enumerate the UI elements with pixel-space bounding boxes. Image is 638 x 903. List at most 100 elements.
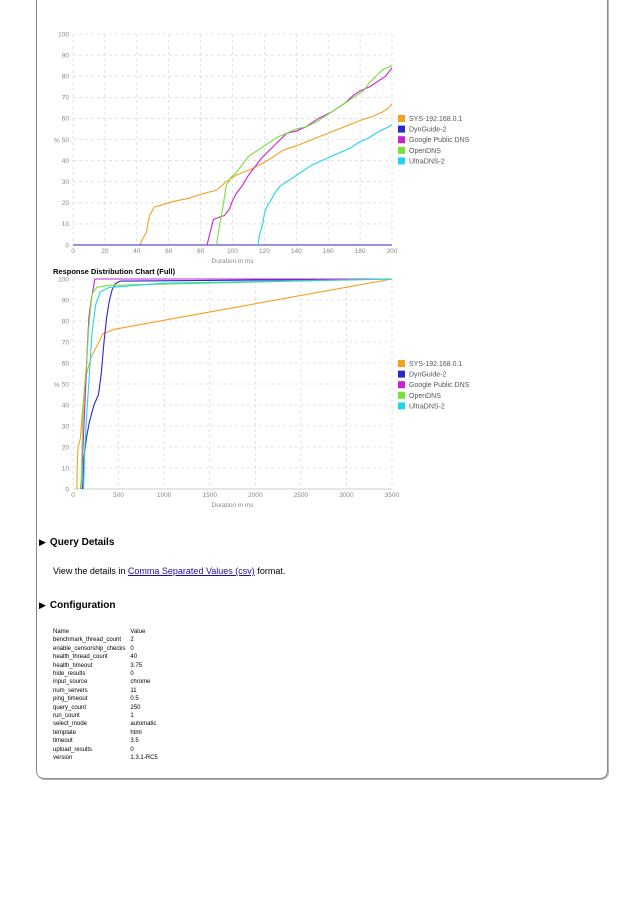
config-name-cell: num_servers <box>53 687 88 694</box>
table-row: template html <box>52 729 162 737</box>
config-value-cell: 0 <box>130 671 134 678</box>
legend-swatch <box>398 391 405 399</box>
x-tick-label: 1000 <box>157 492 172 499</box>
legend-swatch <box>398 146 405 154</box>
config-value-cell: 0 <box>130 645 134 652</box>
legend-label: SYS-192.168.0.1 <box>409 116 462 123</box>
y-tick-label: 40 <box>62 402 70 409</box>
chart-title: Response Distribution Chart (Full) <box>53 267 176 276</box>
y-tick-label: 60 <box>62 360 70 367</box>
legend-label: UltraDNS-2 <box>409 403 445 410</box>
table-row: num_servers 11 <box>52 687 162 695</box>
csv-link[interactable]: Comma Separated Values (csv) <box>127 566 255 576</box>
x-tick-label: 500 <box>113 492 124 499</box>
y-tick-label: 30 <box>62 423 70 430</box>
csv-text-after: format. <box>257 566 286 576</box>
series-line <box>216 65 393 246</box>
legend-swatch <box>398 360 405 367</box>
x-tick-label: 80 <box>197 248 205 255</box>
table-row: benchmark_thread_count 2 <box>52 636 162 644</box>
table-row: hide_results 0 <box>52 670 162 678</box>
table-row: upload_results 0 <box>52 746 162 754</box>
config-name-cell: hide_results <box>53 671 86 678</box>
query-details-label: Query Details <box>49 537 115 548</box>
x-axis-label: Duration in ms <box>212 258 255 265</box>
x-tick-label: 20 <box>101 248 109 255</box>
y-tick-label: 90 <box>62 52 70 59</box>
config-name-cell: benchmark_thread_count <box>53 637 122 644</box>
table-row: health_thread_count 40 <box>52 653 162 661</box>
config-value-cell: 2 <box>130 637 134 644</box>
y-tick-label: 10 <box>62 221 70 228</box>
y-tick-label: 70 <box>62 339 70 346</box>
config-value-cell: automatic <box>130 721 157 728</box>
legend-swatch <box>398 157 405 165</box>
table-row: timeout 3.5 <box>52 737 162 745</box>
response-distribution-chart-partial: 0 10 20 30 40 50 60 70 80 90 100 0 20 40 60 80 100 120 140… <box>54 31 470 265</box>
series-line <box>139 103 393 246</box>
legend-label: OpenDNS <box>409 148 441 155</box>
series-line <box>206 67 393 246</box>
config-name-cell: enable_censorship_checks <box>53 645 126 652</box>
x-tick-label: 1500 <box>202 492 217 499</box>
query-details-toggle[interactable]: ▶ Query Details <box>39 537 114 548</box>
configuration-label: Configuration <box>49 600 116 611</box>
x-tick-label: 0 <box>71 492 75 499</box>
results-panel <box>36 0 608 779</box>
y-tick-label: 50 <box>62 137 70 144</box>
legend-swatch <box>398 402 405 410</box>
y-tick-label: 60 <box>62 116 70 123</box>
y-tick-label: 80 <box>62 318 70 325</box>
legend-label: OpenDNS <box>409 393 441 400</box>
column-header: Value <box>130 629 146 635</box>
configuration-toggle[interactable]: ▶ Configuration <box>39 600 115 611</box>
configuration-table: Name Value benchmark_thread_count 2 enable… <box>52 628 162 763</box>
config-name-cell: select_mode <box>53 721 88 728</box>
table-row: query_count 250 <box>52 704 162 712</box>
legend-label: Google Public DNS <box>409 137 470 144</box>
table-row: health_timeout 3.75 <box>52 662 162 670</box>
series-line <box>80 278 393 490</box>
x-tick-label: 140 <box>291 248 302 255</box>
config-name-cell: query_count <box>53 704 87 711</box>
y-tick-label: 0 <box>65 242 69 249</box>
x-tick-label: 100 <box>227 248 238 255</box>
legend-swatch <box>398 381 405 389</box>
config-name-cell: ping_timeout <box>53 696 88 703</box>
y-tick-label: 40 <box>62 158 70 165</box>
legend-label: UltraDNS-2 <box>409 158 445 165</box>
x-tick-label: 120 <box>259 248 270 255</box>
legend-label: SYS-192.168.0.1 <box>409 361 462 368</box>
y-tick-label: 100 <box>58 31 69 38</box>
config-value-cell: html <box>130 729 142 736</box>
x-tick-label: 180 <box>355 248 366 255</box>
triangle-right-icon: ▶ <box>39 537 46 547</box>
y-tick-label: 100 <box>58 276 69 283</box>
x-tick-label: 3000 <box>339 492 354 499</box>
csv-text-before: View the details in <box>53 566 126 576</box>
y-tick-label: 10 <box>62 465 70 472</box>
table-row: select_mode automatic <box>52 720 162 728</box>
y-tick-label: 50 <box>62 381 70 388</box>
legend-swatch <box>398 125 405 133</box>
config-value-cell: 40 <box>130 654 138 661</box>
config-value-cell: 0 <box>130 746 134 753</box>
x-tick-label: 160 <box>323 248 334 255</box>
table-header-row: Name Value <box>52 628 162 636</box>
legend-swatch <box>398 115 405 122</box>
config-name-cell: template <box>53 729 77 736</box>
x-tick-label: 2500 <box>294 492 309 499</box>
config-value-cell: 1.3.1-RC5 <box>130 755 158 762</box>
column-header: Name <box>53 629 70 635</box>
config-value-cell: 3.75 <box>130 662 143 669</box>
y-tick-label: 90 <box>62 297 70 304</box>
table-row: enable_censorship_checks 0 <box>52 645 162 653</box>
series-line <box>257 124 393 246</box>
x-tick-label: 0 <box>71 248 75 255</box>
y-tick-label: 0 <box>65 486 69 493</box>
x-tick-label: 200 <box>387 248 398 255</box>
y-axis-label: % <box>54 382 60 389</box>
csv-details-line: View the details in Comma Separated Valu… <box>53 566 285 576</box>
y-tick-label: 70 <box>62 95 70 102</box>
